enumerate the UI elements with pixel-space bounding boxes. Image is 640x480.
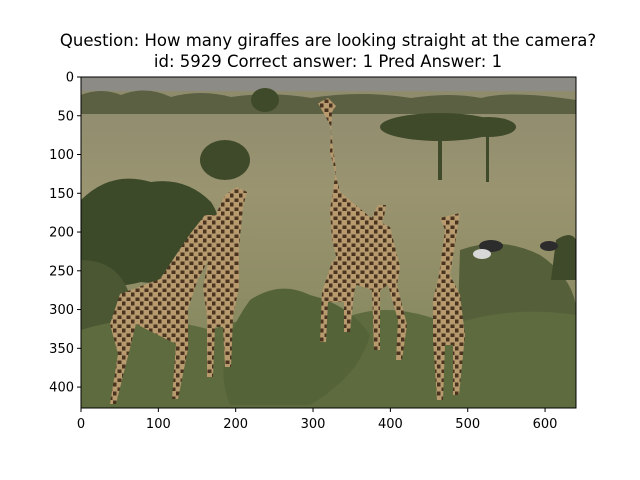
x-tick-label: 0 <box>77 417 85 432</box>
x-tick-label: 300 <box>301 417 326 432</box>
giraffe-photo <box>81 77 576 408</box>
y-tick-label: 50 <box>57 109 74 124</box>
x-tick-label: 100 <box>146 417 171 432</box>
y-tick-label: 400 <box>49 381 74 396</box>
plot-title-line-1: Question: How many giraffes are looking … <box>59 31 597 50</box>
x-tick-label: 600 <box>533 417 558 432</box>
x-tick-label: 200 <box>223 417 248 432</box>
y-tick-label: 150 <box>49 187 74 202</box>
x-tick-label: 400 <box>378 417 403 432</box>
y-tick-label: 100 <box>49 148 74 163</box>
plot-title-line-2: id: 5929 Correct answer: 1 Pred Answer: … <box>153 52 503 71</box>
x-tick-label: 500 <box>455 417 480 432</box>
y-tick-label: 300 <box>49 303 74 318</box>
axes-frame <box>80 76 577 409</box>
y-axis: 0 50 100 150 200 250 300 350 400 <box>49 71 81 396</box>
y-tick-label: 200 <box>49 226 74 241</box>
y-tick-label: 0 <box>66 71 74 86</box>
y-tick-label: 250 <box>49 264 74 279</box>
y-tick-label: 350 <box>49 342 74 357</box>
x-axis: 0 100 200 300 400 500 600 <box>77 408 558 432</box>
